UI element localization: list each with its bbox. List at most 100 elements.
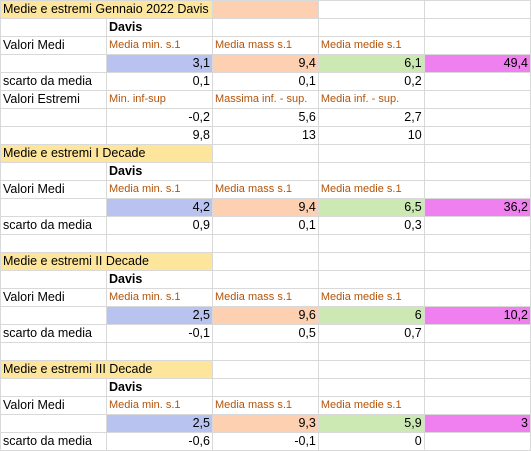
header-media-min[interactable]: Media min. s.1 (105, 180, 213, 199)
cell[interactable] (211, 18, 319, 37)
cell[interactable] (105, 234, 213, 253)
title-decade2[interactable]: Medie e estremi II Decade (0, 252, 213, 271)
value-total[interactable]: 49,4 (423, 54, 531, 73)
cell[interactable] (211, 342, 319, 361)
station-label[interactable]: Davis (105, 378, 213, 397)
cell[interactable] (423, 234, 531, 253)
cell[interactable] (211, 252, 319, 271)
cell[interactable] (317, 234, 425, 253)
title-gennaio[interactable]: Medie e estremi Gennaio 2022 Davis (0, 0, 213, 19)
cell[interactable] (0, 162, 107, 181)
value-mass[interactable]: 9,4 (211, 54, 319, 73)
cell[interactable] (211, 234, 319, 253)
value-min[interactable]: 4,2 (105, 198, 213, 217)
station-label[interactable]: Davis (105, 18, 213, 37)
cell[interactable] (317, 144, 425, 163)
station-label[interactable]: Davis (105, 162, 213, 181)
scarto-mass[interactable]: -0,1 (211, 432, 319, 451)
cell[interactable] (423, 180, 531, 199)
cell[interactable] (0, 306, 107, 325)
header-media-min[interactable]: Media min. s.1 (105, 36, 213, 55)
cell[interactable] (317, 378, 425, 397)
row-label-valori-medi[interactable]: Valori Medi (0, 288, 107, 307)
cell[interactable] (423, 432, 531, 451)
estremo-media-inf[interactable]: 2,7 (317, 108, 425, 127)
cell[interactable] (317, 162, 425, 181)
cell[interactable] (423, 216, 531, 235)
value-medie[interactable]: 5,9 (317, 414, 425, 433)
header-mass-inf-sup[interactable]: Massima inf. - sup. (211, 90, 319, 109)
header-media-medie[interactable]: Media medie s.1 (317, 396, 425, 415)
cell[interactable] (0, 18, 107, 37)
cell[interactable] (423, 378, 531, 397)
scarto-mass[interactable]: 0,1 (211, 216, 319, 235)
cell[interactable] (317, 342, 425, 361)
value-total[interactable]: 36,2 (423, 198, 531, 217)
header-media-min[interactable]: Media min. s.1 (105, 288, 213, 307)
cell[interactable] (423, 396, 531, 415)
estremo-min-inf[interactable]: -0,2 (105, 108, 213, 127)
cell[interactable] (423, 36, 531, 55)
scarto-min[interactable]: -0,1 (105, 324, 213, 343)
scarto-min[interactable]: 0,1 (105, 72, 213, 91)
cell[interactable] (0, 414, 107, 433)
value-total[interactable]: 10,2 (423, 306, 531, 325)
value-medie[interactable]: 6,1 (317, 54, 425, 73)
cell[interactable] (423, 144, 531, 163)
estremo-min-sup[interactable]: 9,8 (105, 126, 213, 145)
cell[interactable] (423, 0, 531, 19)
scarto-medie[interactable]: 0,3 (317, 216, 425, 235)
cell[interactable] (0, 234, 107, 253)
scarto-mass[interactable]: 0,1 (211, 72, 319, 91)
row-label-scarto[interactable]: scarto da media (0, 216, 107, 235)
cell[interactable] (423, 288, 531, 307)
cell[interactable] (317, 270, 425, 289)
cell[interactable] (423, 252, 531, 271)
scarto-medie[interactable]: 0,2 (317, 72, 425, 91)
cell[interactable] (211, 162, 319, 181)
cell[interactable] (211, 144, 319, 163)
value-min[interactable]: 3,1 (105, 54, 213, 73)
cell[interactable] (423, 18, 531, 37)
cell[interactable] (211, 378, 319, 397)
row-label-valori-estremi[interactable]: Valori Estremi (0, 90, 107, 109)
cell[interactable] (0, 54, 107, 73)
cell[interactable] (0, 108, 107, 127)
cell[interactable] (423, 342, 531, 361)
cell[interactable] (0, 378, 107, 397)
cell[interactable] (211, 360, 319, 379)
cell[interactable] (317, 252, 425, 271)
header-media-medie[interactable]: Media medie s.1 (317, 288, 425, 307)
row-label-valori-medi[interactable]: Valori Medi (0, 396, 107, 415)
estremo-mass-sup[interactable]: 13 (211, 126, 319, 145)
scarto-min[interactable]: 0,9 (105, 216, 213, 235)
scarto-mass[interactable]: 0,5 (211, 324, 319, 343)
value-mass[interactable]: 9,6 (211, 306, 319, 325)
header-media-mass[interactable]: Media mass s.1 (211, 36, 319, 55)
header-media-medie[interactable]: Media medie s.1 (317, 180, 425, 199)
header-media-medie[interactable]: Media medie s.1 (317, 36, 425, 55)
row-label-scarto[interactable]: scarto da media (0, 324, 107, 343)
value-min[interactable]: 2,5 (105, 306, 213, 325)
row-label-valori-medi[interactable]: Valori Medi (0, 36, 107, 55)
cell[interactable] (211, 0, 319, 19)
header-media-inf-sup[interactable]: Media inf. - sup. (317, 90, 425, 109)
scarto-min[interactable]: -0,6 (105, 432, 213, 451)
header-media-mass[interactable]: Media mass s.1 (211, 180, 319, 199)
cell[interactable] (423, 72, 531, 91)
value-medie[interactable]: 6,5 (317, 198, 425, 217)
header-media-mass[interactable]: Media mass s.1 (211, 288, 319, 307)
header-media-mass[interactable]: Media mass s.1 (211, 396, 319, 415)
title-decade3[interactable]: Medie e estremi III Decade (0, 360, 213, 379)
cell[interactable] (423, 108, 531, 127)
header-media-min[interactable]: Media min. s.1 (105, 396, 213, 415)
value-mass[interactable]: 9,3 (211, 414, 319, 433)
value-min[interactable]: 2,5 (105, 414, 213, 433)
header-min-inf-sup[interactable]: Min. inf-sup (105, 90, 213, 109)
title-decade1[interactable]: Medie e estremi I Decade (0, 144, 213, 163)
cell[interactable] (0, 270, 107, 289)
row-label-scarto[interactable]: scarto da media (0, 72, 107, 91)
row-label-valori-medi[interactable]: Valori Medi (0, 180, 107, 199)
cell[interactable] (423, 360, 531, 379)
scarto-medie[interactable]: 0 (317, 432, 425, 451)
